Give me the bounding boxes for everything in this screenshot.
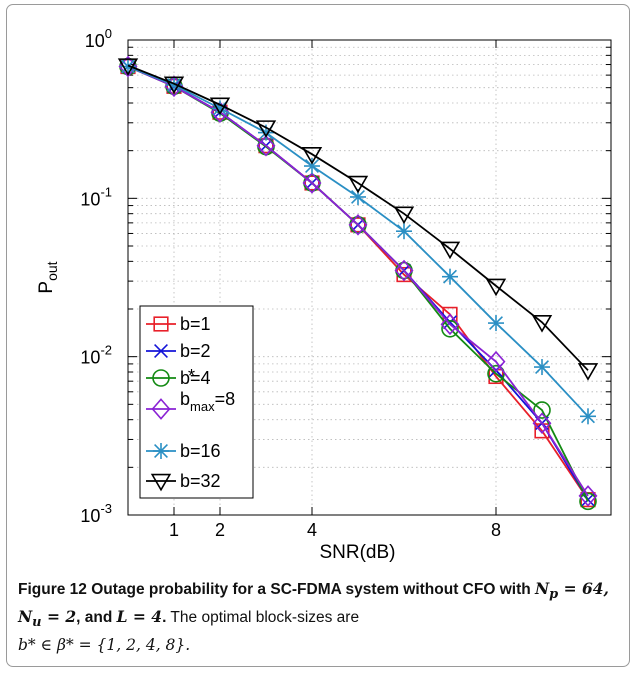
data-point <box>440 313 460 336</box>
data-point <box>488 315 504 332</box>
legend-label-b16: b=16 <box>180 441 221 461</box>
data-point <box>256 134 276 157</box>
legend-b8-rest: =8 <box>215 389 236 409</box>
legend-label-b1: b=1 <box>180 314 211 334</box>
data-point <box>396 223 412 240</box>
data-point <box>531 315 553 333</box>
y-tick-label: 10-2 <box>80 343 112 368</box>
caption-math-l: L = 4 <box>116 607 163 627</box>
legend-marker <box>153 443 169 459</box>
data-point <box>579 492 597 511</box>
data-point <box>304 158 320 175</box>
outage-chart: 1 2 4 8 10-3 10-2 10-1 100 SNR(dB) Pout b=1 b=2… <box>36 26 612 563</box>
data-point <box>580 408 596 425</box>
legend-b8-sub: max <box>190 399 215 414</box>
data-point <box>209 97 231 116</box>
data-point <box>442 268 458 285</box>
legend-label-b32: b=32 <box>180 471 221 491</box>
legend-marker <box>152 369 170 387</box>
y-tick-label: 10-1 <box>80 184 112 209</box>
legend-marker <box>154 344 168 358</box>
data-point <box>350 188 366 205</box>
data-point <box>394 259 414 282</box>
data-point <box>441 319 459 338</box>
caption-title-end: . <box>162 609 167 627</box>
figure-caption: Figure 12 Outage probability for a SC-FD… <box>18 578 618 657</box>
series-line <box>127 64 589 371</box>
series-b32 <box>117 58 599 381</box>
data-point <box>120 58 136 75</box>
data-point <box>393 206 415 225</box>
data-point <box>302 172 322 194</box>
figure-label: Figure 12 <box>18 581 87 598</box>
data-point <box>350 217 366 233</box>
data-point <box>439 241 461 260</box>
data-point <box>117 58 139 76</box>
y-axis-title-sub: out <box>44 261 60 281</box>
legend-label-b4: b=4 <box>180 368 211 388</box>
data-point <box>166 76 182 93</box>
legend-marker <box>150 473 172 492</box>
data-point <box>163 76 185 95</box>
legend: b=1 b=2 b=4 * bmax=8 b=16 b=32 <box>139 305 254 499</box>
caption-math-np: Np = 64, Nu = 2 <box>18 579 609 631</box>
axis-ticks: 1 2 4 8 10-3 10-2 10-1 100 <box>80 26 611 540</box>
caption-body-math: b* ∈ β* = {1, 2, 4, 8}. <box>18 636 191 655</box>
x-axis-title: SNR(dB) <box>319 542 395 563</box>
data-point <box>577 363 599 381</box>
x-tick-label: 1 <box>169 520 179 540</box>
y-axis-title-main: P <box>36 281 57 294</box>
plot-border <box>127 39 612 516</box>
data-point <box>533 401 551 419</box>
legend-b8-main: b <box>180 389 190 409</box>
data-point <box>486 350 506 373</box>
x-tick-label: 8 <box>491 520 501 540</box>
data-point <box>347 175 369 194</box>
y-tick-label: 100 <box>85 26 112 51</box>
legend-marker <box>151 398 171 420</box>
axis-labels: SNR(dB) Pout <box>36 261 396 563</box>
data-point <box>255 120 277 138</box>
legend-label-b4-star: * <box>188 366 195 386</box>
data-point <box>532 412 552 435</box>
legend-label-b8: bmax=8 <box>180 389 235 414</box>
data-point <box>304 175 320 191</box>
caption-body: The optimal block-sizes are <box>166 609 360 627</box>
caption-and: , and <box>76 609 117 627</box>
data-point <box>485 278 507 297</box>
legend-marker <box>153 316 169 332</box>
data-point <box>443 315 457 330</box>
caption-title: Outage probability for a SC-FDMA system … <box>86 581 535 598</box>
y-axis-title: Pout <box>36 261 60 293</box>
series-group <box>117 55 599 511</box>
data-point <box>534 359 550 376</box>
y-tick-label: 10-3 <box>80 501 112 526</box>
legend-label-b2: b=2 <box>180 341 211 361</box>
data-point <box>578 485 598 507</box>
series-line <box>127 65 589 497</box>
data-point <box>301 146 323 165</box>
x-tick-label: 2 <box>215 520 225 540</box>
x-tick-label: 4 <box>307 520 317 540</box>
data-point <box>348 214 368 236</box>
svg-text:Pout: Pout <box>36 261 60 293</box>
